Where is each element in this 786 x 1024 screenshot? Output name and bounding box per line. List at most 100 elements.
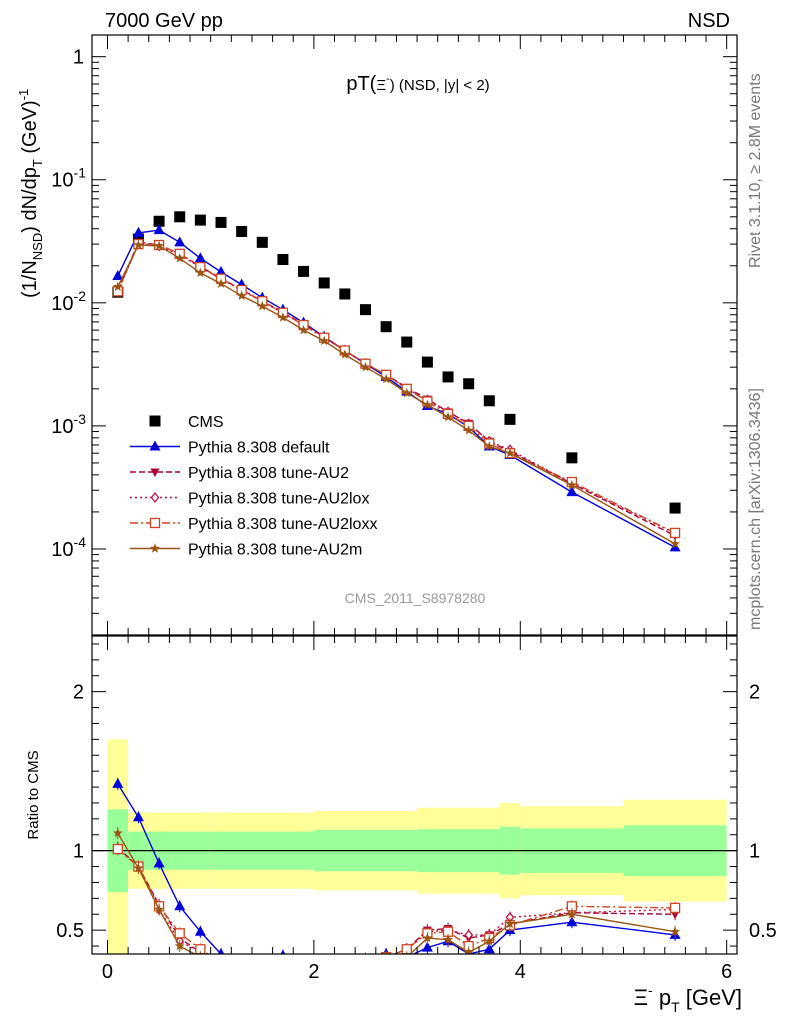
ratio-marker-au2loxx	[299, 957, 308, 966]
ratio-marker-au2m	[340, 957, 350, 966]
marker-au2m	[401, 387, 412, 398]
ratio-marker-default	[421, 941, 433, 952]
marker-default	[112, 270, 124, 281]
main-title: pT(Ξ-) (NSD, |y| < 2)	[346, 73, 489, 95]
marker-cms	[277, 253, 289, 265]
ratio-marker-au2m	[670, 926, 681, 936]
marker-cms	[359, 304, 371, 316]
ytick-exp: -4	[74, 534, 87, 550]
ratio-ytick-label: 0.5	[56, 920, 84, 942]
main-panel: 10-410-310-210-11 pT(Ξ-) (NSD, |y| < 2) …	[16, 34, 738, 636]
ratio-ticks: 0.5 0.5 1 1 2 2 0 2 4 6	[56, 636, 777, 983]
ratio-marker-au2loxx	[278, 957, 287, 966]
ratio-ytick-label-right: 2	[749, 682, 760, 704]
ratio-marker-au2loxx	[217, 957, 226, 966]
ratio-marker-au2m	[443, 934, 453, 944]
ratio-ytick-label: 1	[73, 841, 84, 863]
ratio-marker-au2loxx	[258, 965, 267, 974]
marker-au2m	[112, 281, 123, 291]
marker-au2m	[319, 335, 330, 346]
marker-au2m	[422, 399, 433, 410]
legend-marker-au2loxx	[149, 517, 161, 529]
ytick-base: 10	[51, 416, 73, 438]
marker-cms	[442, 371, 454, 383]
ratio-marker-au2	[258, 966, 267, 975]
xlabel-sub: T	[671, 999, 680, 1015]
marker-cms	[380, 321, 392, 333]
ratio-marker-default	[153, 857, 165, 868]
ratio-marker-au2loxx	[112, 843, 123, 855]
marker-au2m	[566, 479, 577, 490]
marker-au2m	[670, 538, 681, 549]
ytick-exp: -2	[74, 288, 87, 304]
ratio-frame	[91, 635, 738, 955]
title-main: pT(	[346, 73, 376, 95]
marker-au2m	[154, 240, 165, 251]
ratio-line-au2loxx	[117, 848, 676, 954]
main-ytick-label: 10-2	[51, 288, 86, 315]
legend-marker-cms	[149, 415, 161, 427]
marker-cms	[256, 236, 268, 248]
ratio-ytick-label: 2	[73, 682, 84, 704]
ratio-marker-au2m	[237, 965, 247, 974]
marker-cms	[421, 356, 433, 368]
legend-marker-au2m	[150, 543, 160, 553]
ratio-marker-au2m	[112, 827, 123, 838]
main-ytick-label: 10-4	[51, 534, 86, 561]
legend-marker-default	[149, 440, 161, 451]
marker-default	[132, 226, 144, 237]
ratio-marker-au2	[278, 958, 287, 967]
mcplots-label: mcplots.cern.ch [arXiv:1306.3436]	[747, 388, 764, 630]
ratio-ytick-label-right: 1	[749, 841, 760, 863]
ratio-marker-au2m	[257, 965, 267, 974]
ratio-marker-au2loxx	[360, 953, 371, 954]
ratio-marker-default	[566, 916, 578, 927]
legend-label-au2m: Pythia 8.308 tune-AU2m	[188, 542, 362, 559]
marker-au2m	[484, 441, 495, 451]
ytick-exp: -1	[74, 165, 87, 181]
marker-cms	[174, 211, 186, 223]
marker-au2m	[381, 373, 392, 384]
ratio-marker-au2lox	[279, 957, 286, 966]
ratio-marker-au2lox	[321, 957, 328, 966]
ratio-marker-au2lox	[300, 957, 307, 966]
xlabel-p: p	[659, 985, 671, 1010]
title-xi: Ξ	[376, 77, 386, 94]
legend-marker-au2	[150, 468, 160, 477]
marker-au2m	[277, 312, 288, 322]
ratio-marker-au2	[237, 966, 246, 975]
marker-cms	[153, 215, 165, 227]
marker-default	[566, 486, 578, 497]
xlabel-unit: [GeV]	[686, 985, 742, 1010]
legend-label-au2: Pythia 8.308 tune-AU2	[188, 465, 349, 482]
ratio-marker-au2lox	[464, 929, 474, 941]
main-ytick-label: 10-3	[51, 411, 86, 438]
ratio-marker-au2m	[133, 862, 144, 873]
legend: CMS Pythia 8.308 default Pythia 8.308 tune…	[130, 414, 377, 559]
watermark: CMS_2011_S8978280	[345, 590, 486, 606]
marker-cms	[194, 214, 206, 226]
ratio-marker-au2m	[463, 947, 474, 954]
marker-au2m	[463, 425, 474, 435]
marker-au2m	[133, 239, 144, 250]
xlabel-xi: Ξ	[634, 985, 648, 1010]
ratio-marker-default	[132, 811, 144, 822]
rivet-label: Rivet 3.1.10, ≥ 2.8M events	[747, 73, 764, 268]
ytick-base: 10	[51, 293, 73, 315]
marker-au2m	[174, 253, 185, 263]
main-ticks: 10-410-310-210-11	[51, 35, 737, 636]
marker-au2m	[257, 300, 268, 311]
ratio-marker-default	[339, 956, 350, 966]
ratio-marker-au2m	[365, 953, 366, 954]
marker-cms	[318, 277, 330, 289]
marker-au2m	[236, 290, 247, 301]
ratio-marker-au2loxx	[340, 957, 349, 966]
ytick-base: 1	[73, 47, 84, 69]
marker-au2m	[216, 278, 226, 288]
ratio-marker-au2	[361, 955, 370, 964]
ratio-marker-au2m	[505, 918, 515, 928]
marker-cms	[215, 216, 227, 228]
ratio-marker-au2m	[278, 957, 288, 966]
ratio-marker-default	[194, 925, 206, 936]
